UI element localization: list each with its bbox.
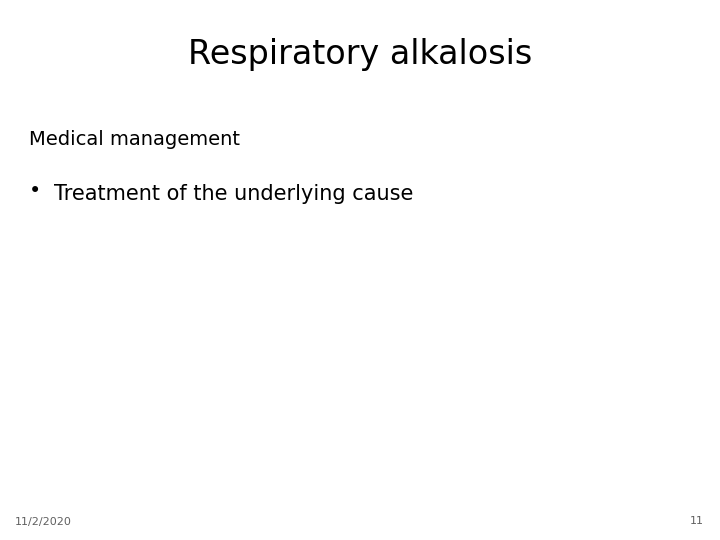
Text: •: • xyxy=(28,181,41,201)
Text: 11/2/2020: 11/2/2020 xyxy=(14,516,71,526)
Text: Medical management: Medical management xyxy=(29,130,240,148)
Text: 11: 11 xyxy=(690,516,704,526)
Text: Treatment of the underlying cause: Treatment of the underlying cause xyxy=(54,184,413,204)
Text: Respiratory alkalosis: Respiratory alkalosis xyxy=(188,38,532,71)
